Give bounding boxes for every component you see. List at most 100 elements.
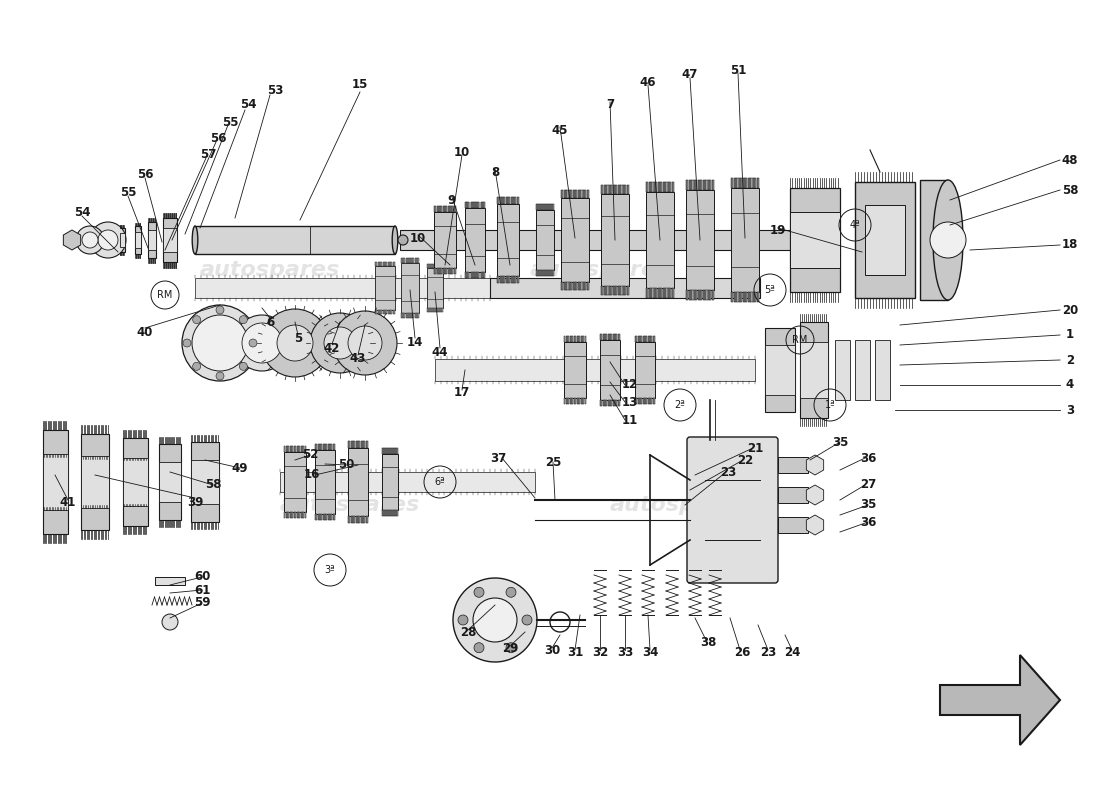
Bar — [601, 194, 629, 286]
Bar — [348, 448, 369, 516]
FancyBboxPatch shape — [688, 437, 778, 583]
Bar — [287, 446, 288, 452]
Bar — [402, 263, 419, 313]
Circle shape — [473, 598, 517, 642]
Bar — [575, 398, 576, 403]
Bar — [300, 512, 301, 518]
Bar — [835, 340, 850, 400]
Text: RM: RM — [157, 290, 173, 300]
Text: 3: 3 — [1066, 403, 1074, 417]
Circle shape — [506, 587, 516, 598]
Bar — [570, 398, 571, 403]
Bar — [160, 444, 182, 520]
Bar — [575, 336, 576, 342]
Bar — [778, 517, 808, 533]
Bar — [298, 512, 299, 518]
Text: 19: 19 — [770, 223, 786, 237]
Text: 10: 10 — [454, 146, 470, 158]
Bar — [195, 226, 395, 254]
Circle shape — [98, 230, 118, 250]
Circle shape — [398, 235, 408, 245]
Text: 32: 32 — [592, 646, 608, 658]
Bar — [286, 512, 287, 518]
Text: 49: 49 — [232, 462, 249, 474]
Bar — [855, 182, 915, 298]
Bar — [582, 398, 583, 403]
Text: 55: 55 — [120, 186, 136, 198]
Circle shape — [506, 642, 516, 653]
Text: 46: 46 — [640, 75, 657, 89]
Bar — [574, 336, 575, 342]
Text: 3ª: 3ª — [324, 565, 336, 575]
Bar — [569, 398, 570, 403]
Text: 23: 23 — [719, 466, 736, 478]
Bar — [135, 232, 141, 248]
Circle shape — [162, 614, 178, 630]
Bar — [566, 336, 568, 342]
Text: 2: 2 — [1066, 354, 1074, 366]
Text: 9: 9 — [448, 194, 456, 206]
Bar — [294, 446, 295, 452]
Circle shape — [249, 339, 257, 347]
Bar — [122, 458, 147, 506]
Circle shape — [216, 306, 224, 314]
Bar — [778, 457, 808, 473]
Bar — [427, 268, 443, 308]
Circle shape — [348, 326, 382, 360]
Bar — [581, 336, 582, 342]
Text: 16: 16 — [304, 469, 320, 482]
Bar — [465, 208, 485, 272]
Text: 36: 36 — [860, 451, 877, 465]
Bar — [120, 233, 124, 247]
Circle shape — [333, 311, 397, 375]
Text: 56: 56 — [210, 131, 227, 145]
Text: 43: 43 — [350, 351, 366, 365]
Bar — [288, 446, 289, 452]
Text: 34: 34 — [641, 646, 658, 658]
Bar — [299, 446, 300, 452]
Bar — [300, 446, 301, 452]
Text: 7: 7 — [606, 98, 614, 111]
Text: 14: 14 — [407, 335, 424, 349]
Text: 42: 42 — [323, 342, 340, 354]
Bar — [564, 398, 565, 403]
Text: 33: 33 — [617, 646, 634, 658]
Text: 40: 40 — [136, 326, 153, 338]
Bar — [305, 512, 306, 518]
Circle shape — [182, 305, 258, 381]
Bar — [288, 512, 289, 518]
Text: 24: 24 — [784, 646, 800, 658]
Bar — [582, 336, 583, 342]
Circle shape — [216, 372, 224, 380]
Text: autospares: autospares — [530, 260, 670, 280]
Bar — [299, 512, 300, 518]
Bar — [764, 328, 795, 412]
Bar — [646, 192, 674, 288]
Text: 1: 1 — [1066, 329, 1074, 342]
Circle shape — [310, 313, 370, 373]
Bar — [280, 472, 535, 492]
Text: autospares: autospares — [609, 495, 750, 515]
Bar — [600, 340, 620, 400]
Bar — [580, 336, 581, 342]
Bar — [497, 204, 519, 276]
Text: 13: 13 — [621, 395, 638, 409]
Circle shape — [458, 615, 468, 625]
Text: 61: 61 — [194, 583, 210, 597]
Circle shape — [192, 316, 200, 324]
Text: 17: 17 — [454, 386, 470, 398]
Bar — [289, 446, 290, 452]
Text: 4: 4 — [1066, 378, 1074, 391]
Bar — [302, 512, 304, 518]
Bar — [195, 278, 490, 298]
Text: 18: 18 — [1062, 238, 1078, 251]
Bar — [800, 322, 828, 418]
Text: 38: 38 — [700, 635, 716, 649]
Text: 55: 55 — [222, 115, 239, 129]
Bar — [578, 336, 579, 342]
Text: 31: 31 — [566, 646, 583, 658]
Bar — [536, 210, 554, 270]
Text: autospares: autospares — [200, 260, 340, 280]
Text: 50: 50 — [338, 458, 354, 471]
Bar — [561, 198, 588, 282]
